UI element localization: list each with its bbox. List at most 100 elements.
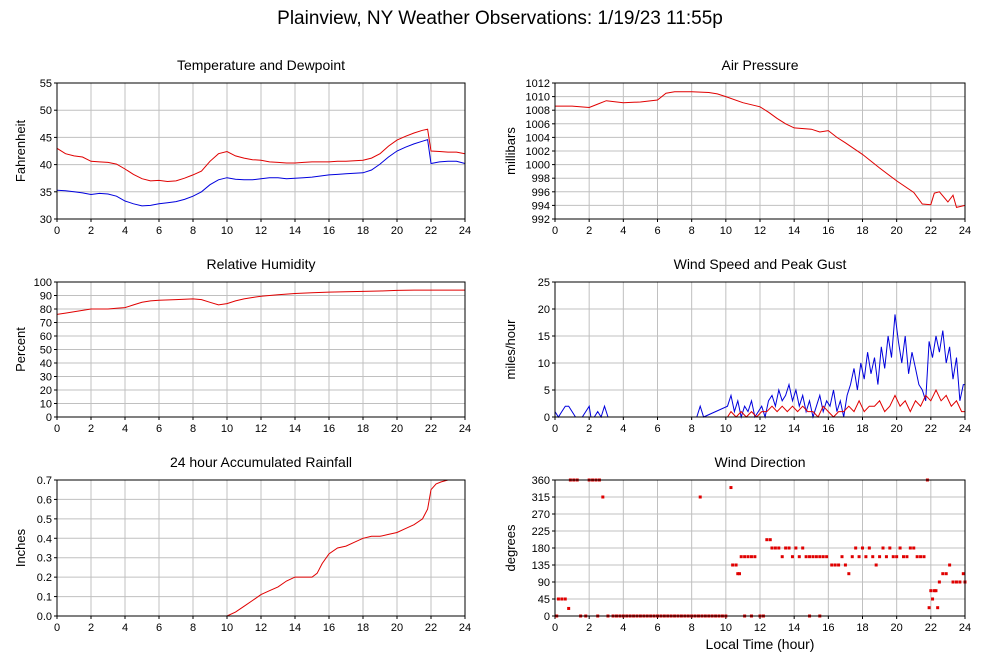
data-point	[847, 572, 851, 576]
x-tick-label: 24	[459, 622, 471, 634]
y-tick-label: 0.1	[37, 592, 52, 604]
data-point	[821, 555, 825, 559]
x-tick-label: 10	[221, 423, 233, 435]
x-tick-label: 6	[156, 423, 162, 435]
x-tick-label: 8	[190, 423, 196, 435]
data-point	[941, 572, 945, 576]
x-tick-label: 12	[754, 423, 766, 435]
y-tick-label: 1006	[526, 119, 550, 131]
y-tick-label: 0.0	[37, 611, 52, 623]
data-point	[902, 555, 905, 559]
y-tick-label: 992	[532, 214, 550, 226]
chart-title: 24 hour Accumulated Rainfall	[170, 454, 352, 470]
y-tick-label: 15	[538, 331, 550, 343]
x-tick-label: 14	[788, 225, 800, 237]
x-tick-label: 16	[822, 423, 834, 435]
data-point	[932, 589, 936, 593]
y-tick-label: 90	[40, 291, 52, 303]
data-point	[908, 546, 912, 550]
x-tick-label: 22	[925, 622, 937, 634]
x-tick-label: 24	[959, 225, 971, 237]
x-tick-label: 20	[891, 225, 903, 237]
data-point	[746, 555, 750, 559]
x-tick-label: 4	[122, 225, 128, 237]
x-tick-label: 18	[357, 423, 369, 435]
x-tick-label: 14	[289, 225, 301, 237]
y-axis-label: miles/hour	[503, 319, 518, 380]
data-point	[958, 580, 962, 584]
x-tick-label: 6	[654, 225, 660, 237]
x-tick-label: 10	[720, 622, 732, 634]
data-point	[773, 546, 777, 550]
data-point	[857, 555, 861, 559]
y-tick-label: 1000	[526, 160, 550, 172]
data-point	[777, 546, 781, 550]
series-line-red	[57, 479, 465, 617]
x-tick-label: 16	[822, 225, 834, 237]
data-point	[797, 555, 801, 559]
data-point	[818, 555, 822, 559]
data-point	[770, 546, 774, 550]
x-tick-label: 2	[88, 622, 94, 634]
x-tick-label: 8	[689, 225, 695, 237]
data-point	[825, 555, 829, 559]
x-tick-label: 12	[255, 622, 267, 634]
x-tick-label: 2	[88, 423, 94, 435]
y-tick-label: 1012	[526, 78, 550, 90]
x-tick-label: 22	[425, 225, 437, 237]
x-tick-label: 20	[391, 423, 403, 435]
y-tick-label: 10	[538, 358, 550, 370]
data-point	[743, 555, 747, 559]
data-point	[784, 546, 788, 550]
data-point	[840, 555, 844, 559]
x-tick-label: 6	[654, 423, 660, 435]
y-axis-label: degrees	[503, 524, 518, 571]
data-point	[811, 555, 815, 559]
data-point	[871, 555, 875, 559]
y-tick-label: 0.7	[37, 475, 52, 487]
data-point	[898, 546, 902, 550]
x-tick-label: 8	[689, 622, 695, 634]
x-tick-label: 18	[856, 423, 868, 435]
data-point	[850, 555, 854, 559]
y-tick-label: 0.6	[37, 494, 52, 506]
x-tick-label: 12	[255, 225, 267, 237]
data-point	[736, 572, 740, 576]
x-tick-label: 0	[54, 622, 60, 634]
x-tick-label: 14	[788, 622, 800, 634]
y-tick-label: 270	[532, 509, 550, 521]
x-tick-label: 24	[459, 423, 471, 435]
y-axis-label: Inches	[13, 528, 28, 567]
y-axis-label: Fahrenheit	[13, 120, 28, 183]
y-tick-label: 994	[532, 200, 550, 212]
data-point	[867, 546, 871, 550]
x-tick-label: 18	[856, 225, 868, 237]
y-axis-label: millibars	[503, 127, 518, 175]
x-axis-label: Local Time (hour)	[705, 636, 815, 652]
y-tick-label: 60	[40, 331, 52, 343]
data-point	[905, 555, 909, 559]
y-tick-label: 315	[532, 492, 550, 504]
x-tick-label: 4	[122, 423, 128, 435]
plot-frame	[56, 479, 466, 617]
plot-frame	[554, 281, 966, 418]
y-tick-label: 0	[544, 611, 550, 623]
x-tick-label: 22	[425, 423, 437, 435]
data-point	[739, 555, 743, 559]
x-tick-label: 12	[754, 225, 766, 237]
x-tick-label: 12	[255, 423, 267, 435]
x-tick-label: 24	[459, 225, 471, 237]
data-point	[878, 555, 882, 559]
x-tick-label: 14	[289, 622, 301, 634]
x-tick-label: 18	[357, 622, 369, 634]
data-point	[919, 555, 923, 559]
y-tick-label: 0.3	[37, 553, 52, 565]
y-tick-label: 998	[532, 173, 550, 185]
data-point	[931, 597, 935, 601]
x-tick-label: 22	[925, 423, 937, 435]
y-tick-label: 50	[40, 105, 52, 117]
x-tick-label: 2	[586, 225, 592, 237]
data-point	[936, 606, 940, 610]
